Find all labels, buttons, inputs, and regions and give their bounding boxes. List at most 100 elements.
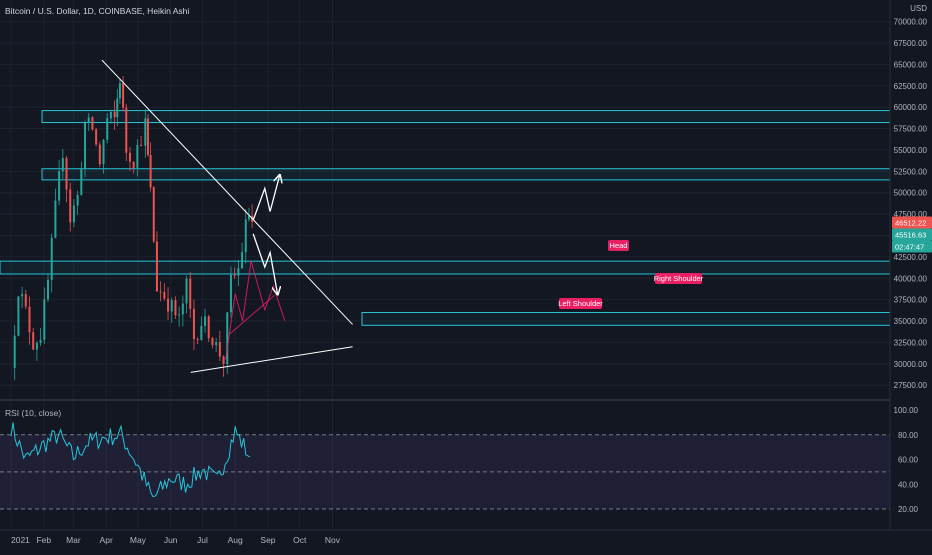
- candle: [32, 327, 35, 351]
- price-tick-label: 40000.00: [894, 274, 928, 283]
- candle: [39, 328, 42, 347]
- candle: [144, 108, 147, 158]
- candle: [35, 340, 38, 361]
- candle: [13, 325, 16, 381]
- price-tick-label: 67500.00: [894, 39, 928, 48]
- price-tick-label: 47500.00: [894, 210, 928, 219]
- rsi-tick-label: 80.00: [898, 431, 919, 440]
- candle: [43, 287, 46, 344]
- candle: [50, 233, 53, 293]
- candle: [84, 120, 87, 177]
- candle: [132, 161, 135, 174]
- candle: [98, 141, 101, 168]
- last-price-badge-text: 46512.22: [895, 219, 926, 228]
- rsi-tick-label: 100.00: [894, 406, 919, 415]
- candle: [218, 330, 221, 362]
- candle: [28, 296, 31, 345]
- candle: [189, 272, 192, 319]
- countdown-badge: [892, 240, 932, 253]
- candle: [222, 355, 225, 377]
- horizontal-zone[interactable]: [361, 311, 891, 326]
- symbol-legend[interactable]: Bitcoin / U.S. Dollar, 1D, COINBASE, Hei…: [5, 6, 190, 16]
- candle: [170, 297, 173, 323]
- candle: [233, 267, 236, 279]
- candle: [136, 139, 139, 177]
- bearish-projection-arrow[interactable]: [252, 233, 277, 294]
- right-shoulder-tag[interactable]: [655, 273, 702, 284]
- candle: [229, 266, 232, 318]
- price-tick-label: 52500.00: [894, 167, 928, 176]
- candle: [109, 109, 112, 124]
- currency-label: USD: [910, 4, 927, 13]
- price-tick-label: 70000.00: [894, 18, 928, 27]
- candle: [152, 186, 155, 244]
- trendline[interactable]: [190, 346, 353, 373]
- price-tick-label: 60000.00: [894, 103, 928, 112]
- price-tick-label: 27500.00: [894, 381, 928, 390]
- time-tick-label: Aug: [228, 535, 243, 545]
- bullish-projection-arrow[interactable]: [252, 176, 279, 221]
- right-shoulder-tag-label: Right Shoulder: [654, 274, 704, 283]
- head-tag[interactable]: [608, 240, 629, 251]
- candle: [185, 275, 188, 314]
- candle: [159, 281, 162, 302]
- candle: [58, 159, 61, 206]
- horizontal-zone[interactable]: [0, 260, 891, 275]
- candle: [174, 296, 177, 320]
- rsi-legend[interactable]: RSI (10, close): [5, 408, 62, 418]
- candle: [211, 336, 214, 349]
- candle: [65, 155, 68, 203]
- time-tick-label: May: [130, 535, 147, 545]
- secondary-price-badge: [892, 228, 932, 241]
- candle: [204, 308, 207, 333]
- candle: [215, 338, 218, 352]
- price-tick-label: 65000.00: [894, 60, 928, 69]
- candle: [116, 89, 119, 127]
- candle: [17, 296, 20, 337]
- candle: [21, 286, 24, 309]
- time-tick-label: Apr: [100, 535, 113, 545]
- candle: [80, 161, 83, 196]
- candle: [155, 231, 158, 292]
- candle: [24, 289, 27, 310]
- left-shoulder-tag[interactable]: [559, 298, 602, 309]
- candle: [125, 103, 128, 161]
- candle: [149, 142, 152, 192]
- time-tick-label: Mar: [66, 535, 81, 545]
- candle: [54, 188, 57, 239]
- candle: [241, 242, 244, 269]
- candle: [113, 100, 116, 130]
- candle: [200, 316, 203, 341]
- candle: [146, 114, 149, 157]
- candle: [95, 128, 98, 147]
- price-tick-label: 50000.00: [894, 189, 928, 198]
- time-tick-label: Sep: [260, 535, 275, 545]
- price-tick-label: 30000.00: [894, 360, 928, 369]
- neckline[interactable]: [229, 295, 275, 335]
- candle: [196, 337, 199, 345]
- candle: [118, 79, 121, 104]
- candle: [61, 149, 64, 179]
- trendline[interactable]: [101, 59, 353, 325]
- rsi-line: [10, 422, 251, 497]
- candle: [102, 138, 105, 174]
- countdown-badge-text: 02:47:47: [895, 243, 924, 252]
- horizontal-zone[interactable]: [41, 110, 891, 124]
- candle: [91, 116, 94, 132]
- candle: [244, 209, 247, 264]
- time-tick-label: Jul: [197, 535, 208, 545]
- candle: [207, 314, 210, 342]
- candle: [106, 113, 109, 144]
- time-tick-label: 2021: [11, 535, 30, 545]
- horizontal-zone[interactable]: [41, 168, 891, 181]
- candle: [226, 311, 229, 374]
- price-tick-label: 62500.00: [894, 82, 928, 91]
- time-tick-label: Jun: [164, 535, 178, 545]
- price-tick-label: 37500.00: [894, 296, 928, 305]
- candle: [128, 146, 131, 171]
- time-tick-label: Feb: [36, 535, 51, 545]
- candle: [251, 204, 254, 228]
- head-tag-label: Head: [610, 241, 628, 250]
